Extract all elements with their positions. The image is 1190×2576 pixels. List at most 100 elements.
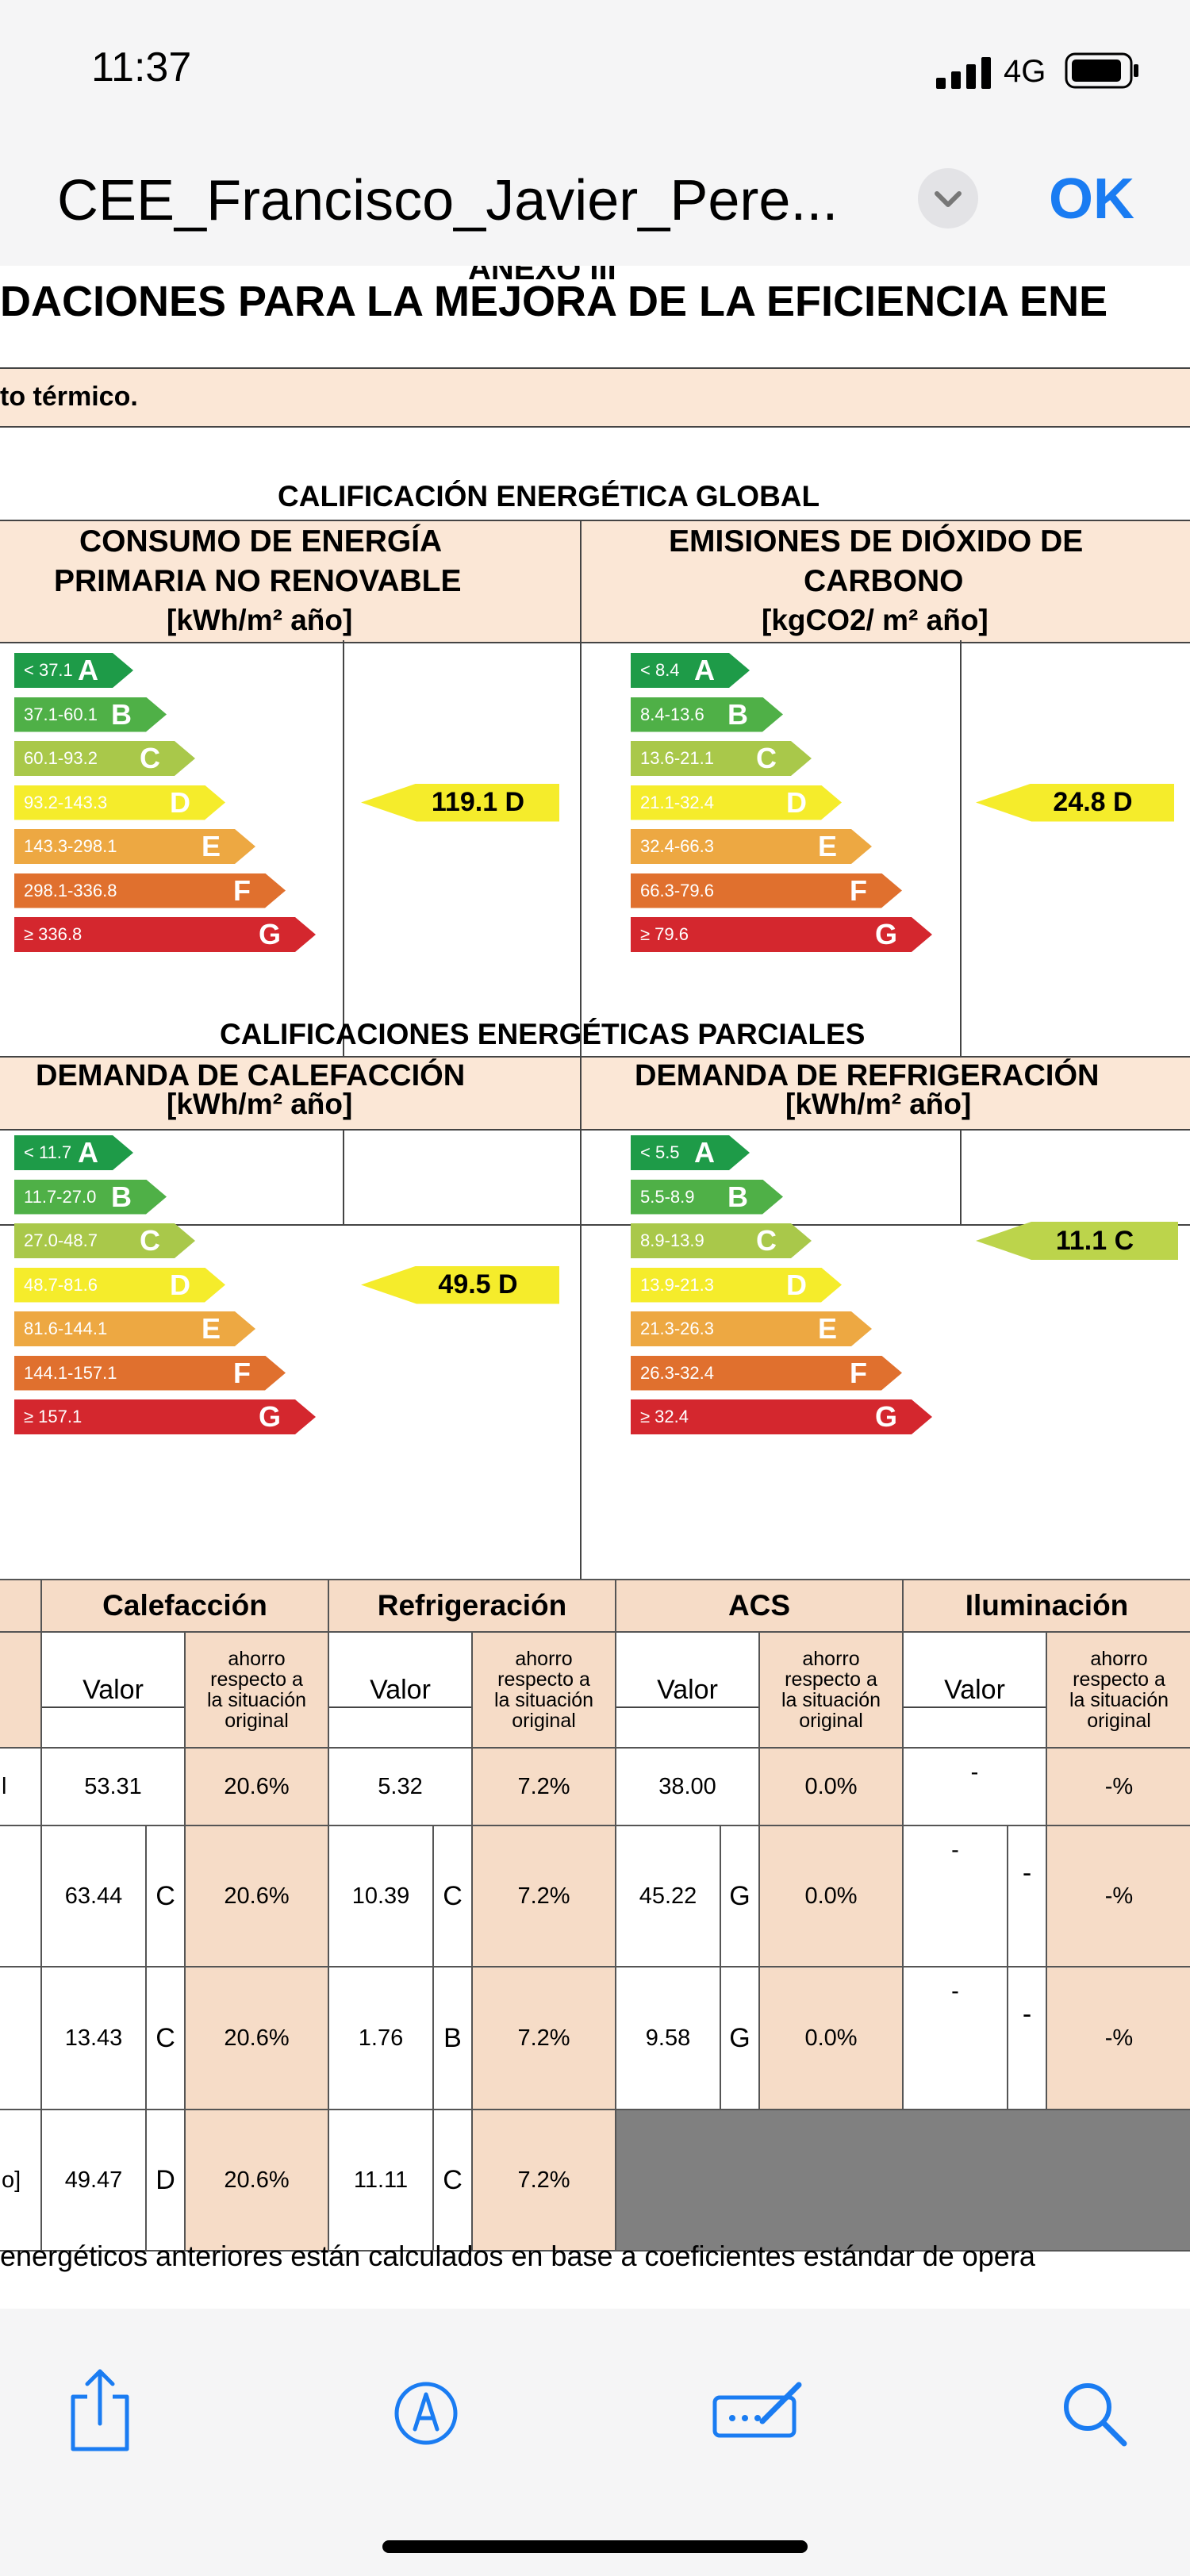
refrigeracion-band-g: ≥ 32.4 G (631, 1399, 932, 1434)
table-ahorro-cell: 0.0% (758, 1747, 904, 1826)
row-label: l (0, 1747, 42, 1826)
calefaccion-band-range: < 11.7 (24, 1142, 72, 1162)
consumo-rating-arrow: 119.1 D (361, 783, 559, 822)
table-ahorro-cell: 20.6% (184, 1966, 329, 2110)
emisiones-band-c: 13.6-21.1 C (631, 741, 812, 776)
refrigeracion-band-range: 5.5-8.9 (640, 1186, 695, 1207)
refrigeracion-rating-arrow: 11.1 C (976, 1222, 1178, 1260)
ahorro-header: ahorro respecto a la situación original (184, 1631, 329, 1749)
consumo-band-range: 298.1-336.8 (24, 880, 117, 900)
table-letter-cell: D (145, 2109, 186, 2252)
row-label: o] (0, 2109, 42, 2252)
table-corner (0, 1579, 42, 1633)
emisiones-band-range: 21.1-32.4 (640, 792, 714, 812)
table-letter-cell: - (1007, 1966, 1047, 2110)
ahorro-header: ahorro respecto a la situación original (758, 1631, 904, 1749)
refrigeracion-band-range: 8.9-13.9 (640, 1230, 704, 1250)
consumo-header-2: PRIMARIA NO RENOVABLE (54, 564, 462, 598)
table-ahorro-cell: 7.2% (471, 1966, 616, 2110)
table-letter-cell: G (720, 1966, 760, 2110)
ahorro-header: ahorro respecto a la situación original (1046, 1631, 1190, 1749)
ok-button[interactable]: OK (1049, 167, 1134, 231)
signature-icon[interactable] (712, 2378, 807, 2442)
table-letter-cell: - (1007, 1825, 1047, 1968)
home-indicator (382, 2540, 808, 2553)
footer-note: energéticos anteriores están calculados … (0, 2240, 1035, 2272)
calefaccion-band-letter: E (201, 1312, 221, 1345)
table-value-cell: 13.43 (40, 1966, 147, 2110)
emisiones-band-letter: B (727, 697, 748, 731)
calefaccion-rating-arrow: 49.5 D (361, 1265, 559, 1304)
table-letter-cell: C (432, 1825, 473, 1968)
emisiones-band-range: 32.4-66.3 (640, 836, 714, 856)
emisiones-band-g: ≥ 79.6 G (631, 917, 932, 952)
consumo-rating-value: 119.1 D (431, 787, 525, 817)
title-dropdown-button[interactable] (918, 168, 978, 228)
table-value-cell: - (902, 1747, 1047, 1826)
group-acs: ACS (615, 1579, 904, 1633)
emisiones-header-2: CARBONO (804, 564, 964, 598)
refrigeracion-band-letter: E (817, 1312, 837, 1345)
signal-icon (936, 57, 991, 89)
emisiones-band-letter: F (850, 873, 867, 907)
table-ahorro-cell: -% (1046, 1825, 1190, 1968)
valor-header: Valor (40, 1631, 186, 1749)
table-value-cell: 38.00 (615, 1747, 760, 1826)
emisiones-unit: [kgCO2/ m² año] (762, 604, 988, 636)
emisiones-band-d: 21.1-32.4 D (631, 785, 842, 820)
table-letter-cell: G (720, 1825, 760, 1968)
table-value-cell: 9.58 (615, 1966, 721, 2110)
network-label: 4G (1004, 54, 1046, 89)
refrigeracion-band-letter: A (694, 1136, 715, 1169)
refrigeracion-header: DEMANDA DE REFRIGERACIÓN (635, 1059, 1100, 1092)
consumo-band-letter: F (233, 873, 251, 907)
anexo-heading: ANEXO III (468, 266, 616, 286)
status-bar: 11:37 4G (0, 0, 1190, 143)
share-icon[interactable] (63, 2367, 136, 2454)
emisiones-band-range: 66.3-79.6 (640, 880, 714, 900)
emisiones-rating-arrow: 24.8 D (976, 783, 1174, 822)
refrigeracion-band-letter: D (786, 1268, 807, 1301)
valor-header: Valor (902, 1631, 1047, 1749)
calefaccion-band-a: < 11.7 A (14, 1135, 133, 1170)
emisiones-band-range: < 8.4 (640, 660, 680, 680)
section-subtitle: to térmico. (0, 382, 138, 412)
bottom-toolbar (0, 2309, 1190, 2576)
calefaccion-band-range: 144.1-157.1 (24, 1362, 117, 1383)
consumo-band-range: < 37.1 (24, 660, 73, 680)
battery-icon (1065, 52, 1138, 89)
emisiones-band-e: 32.4-66.3 E (631, 829, 872, 864)
markup-icon[interactable] (393, 2380, 459, 2447)
emisiones-band-range: 13.6-21.1 (640, 748, 714, 768)
refrigeracion-band-letter: C (756, 1224, 777, 1257)
table-value-cell: 1.76 (328, 1966, 434, 2110)
group-calefaccion: Calefacción (40, 1579, 329, 1633)
calefaccion-band-range: 27.0-48.7 (24, 1230, 98, 1250)
calefaccion-band-g: ≥ 157.1 G (14, 1399, 316, 1434)
emisiones-band-letter: G (874, 918, 897, 950)
global-divider (580, 520, 582, 1226)
consumo-band-letter: E (201, 830, 221, 862)
refrigeracion-band-range: 13.9-21.3 (640, 1274, 714, 1295)
table-value-cell: - (902, 1825, 1008, 1968)
search-icon[interactable] (1059, 2378, 1130, 2450)
table-ahorro-cell: 0.0% (758, 1825, 904, 1968)
consumo-band-letter: C (140, 742, 160, 774)
refrigeracion-band-d: 13.9-21.3 D (631, 1268, 842, 1303)
ahorro-header: ahorro respecto a la situación original (471, 1631, 616, 1749)
calefaccion-band-letter: A (78, 1136, 98, 1169)
refrigeracion-band-range: ≥ 32.4 (640, 1407, 689, 1426)
partial-ratings-title: CALIFICACIONES ENERGÉTICAS PARCIALES (220, 1018, 866, 1050)
document-header: CEE_Francisco_Javier_Pere... OK (0, 143, 1190, 267)
row-label (0, 1825, 42, 1968)
section-band: to térmico. (0, 367, 1190, 428)
consumo-band-range: 60.1-93.2 (24, 748, 98, 768)
refrigeracion-rating-value: 11.1 C (1055, 1225, 1134, 1256)
refrigeracion-band-b: 5.5-8.9 B (631, 1180, 783, 1215)
table-ahorro-cell: 20.6% (184, 2109, 329, 2252)
consumo-band-b: 37.1-60.1 B (14, 697, 167, 732)
status-time: 11:37 (91, 44, 192, 90)
refrigeracion-band-range: < 5.5 (640, 1142, 680, 1162)
refrigeracion-band-letter: F (850, 1356, 867, 1389)
document-title: CEE_Francisco_Javier_Pere... (57, 169, 839, 232)
